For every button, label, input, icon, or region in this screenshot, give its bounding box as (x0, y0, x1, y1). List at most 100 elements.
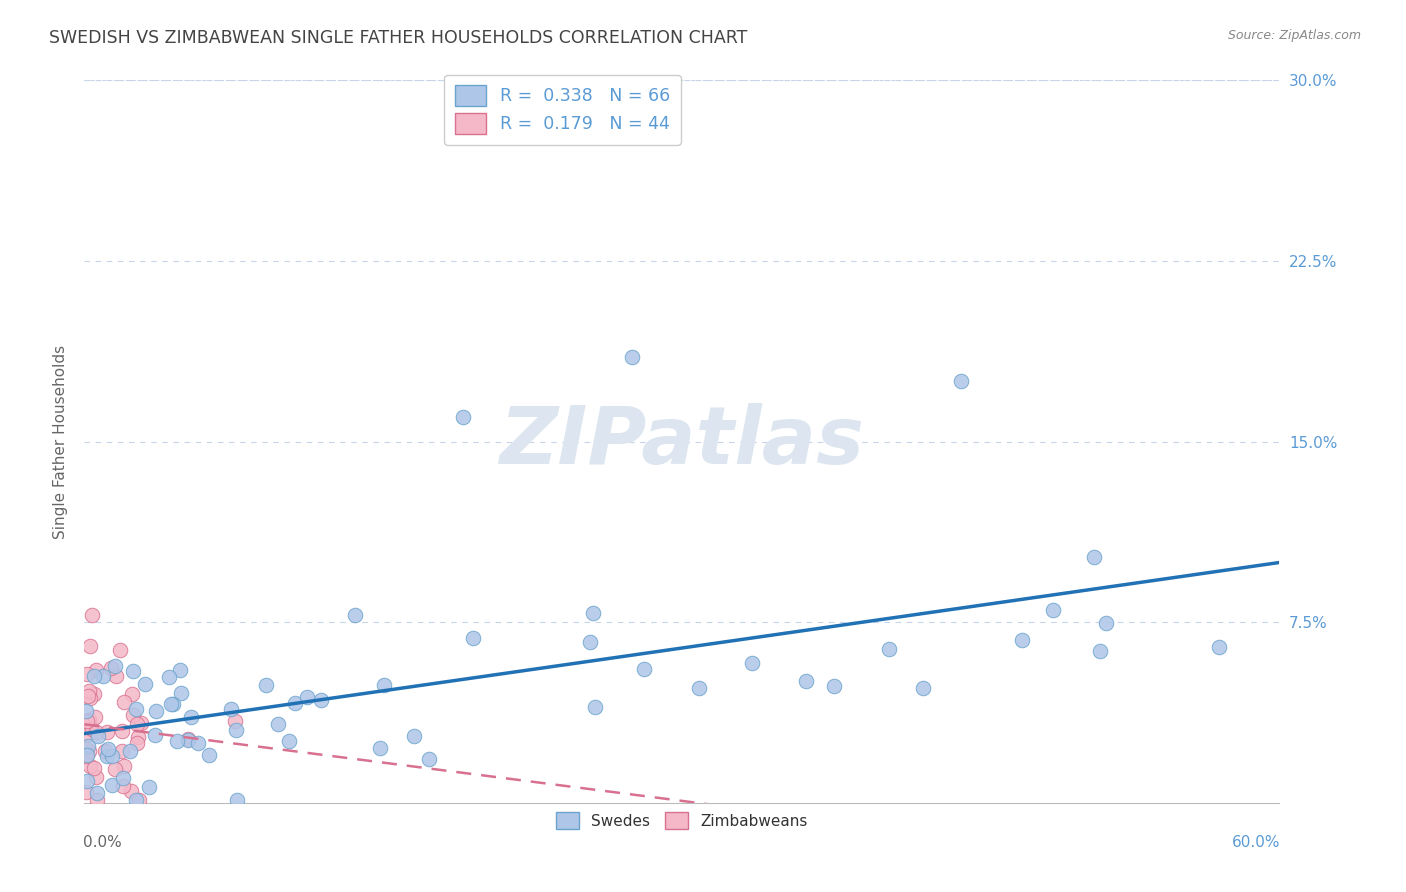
Point (86, 793, 108, 807)
Point (83, 710, 105, 724)
Point (177, 732, 200, 747)
Point (278, 733, 301, 747)
Point (254, 678, 277, 692)
Point (1011, 632, 1033, 647)
Point (93, 744, 115, 758)
Point (582, 606, 605, 620)
Point (75, 745, 97, 759)
Point (297, 690, 319, 705)
Point (309, 693, 332, 707)
Point (125, 701, 148, 715)
Point (1095, 616, 1118, 631)
Point (949, 374, 972, 388)
Point (76, 666, 98, 681)
Point (77, 689, 100, 703)
Text: 60.0%: 60.0% (1232, 835, 1281, 850)
Point (84, 725, 107, 739)
Point (77, 727, 100, 741)
Point (75, 749, 97, 764)
Point (160, 697, 183, 711)
Point (124, 793, 146, 807)
Point (134, 677, 156, 691)
Point (451, 410, 474, 425)
Point (83, 761, 105, 775)
Point (121, 664, 143, 678)
Point (112, 759, 135, 773)
Point (1083, 549, 1105, 564)
Point (104, 658, 127, 673)
Point (97, 742, 120, 756)
Point (104, 762, 127, 776)
Point (143, 728, 166, 742)
Point (138, 780, 160, 794)
Point (224, 714, 246, 729)
Point (75, 704, 97, 718)
Point (741, 656, 763, 670)
Point (111, 780, 134, 794)
Point (110, 744, 132, 758)
Point (101, 778, 124, 792)
Point (225, 723, 247, 738)
Point (159, 670, 181, 684)
Point (402, 729, 425, 743)
Point (169, 663, 191, 677)
Point (108, 643, 131, 657)
Point (76, 773, 98, 788)
Point (101, 749, 124, 764)
Text: SWEDISH VS ZIMBABWEAN SINGLE FATHER HOUSEHOLDS CORRELATION CHART: SWEDISH VS ZIMBABWEAN SINGLE FATHER HOUS… (49, 29, 748, 47)
Point (688, 681, 710, 696)
Point (83, 687, 105, 701)
Point (1042, 602, 1064, 616)
Point (585, 699, 607, 714)
Point (120, 783, 142, 797)
Text: Source: ZipAtlas.com: Source: ZipAtlas.com (1227, 29, 1361, 43)
Point (162, 697, 184, 711)
Point (93, 668, 115, 682)
Point (284, 697, 307, 711)
Point (79, 639, 101, 653)
Point (75, 742, 97, 756)
Point (79, 759, 101, 773)
Point (344, 608, 367, 623)
Legend: Swedes, Zimbabweans: Swedes, Zimbabweans (550, 806, 814, 835)
Point (911, 681, 934, 695)
Point (877, 642, 900, 657)
Point (461, 632, 484, 646)
Point (125, 736, 148, 750)
Point (83, 669, 105, 683)
Point (76, 747, 98, 762)
Point (198, 747, 221, 762)
Point (177, 731, 200, 746)
Point (82, 607, 104, 622)
Point (418, 751, 440, 765)
Point (96, 749, 118, 764)
Point (86, 770, 108, 784)
Y-axis label: Single Father Households: Single Father Households (52, 344, 67, 539)
Point (111, 724, 134, 739)
Text: 0.0%: 0.0% (83, 835, 122, 850)
Point (129, 715, 152, 730)
Point (121, 687, 143, 701)
Point (86, 786, 108, 800)
Point (122, 708, 145, 723)
Point (267, 717, 290, 731)
Point (621, 350, 644, 364)
Point (187, 736, 209, 750)
Point (76, 714, 98, 728)
Point (87, 730, 110, 744)
Point (180, 709, 202, 723)
Point (79, 691, 101, 706)
Point (1208, 640, 1230, 655)
Point (633, 662, 655, 676)
Point (79, 713, 101, 727)
Point (578, 635, 600, 649)
Point (128, 793, 150, 807)
Text: ZIPatlas: ZIPatlas (499, 402, 865, 481)
Point (1090, 643, 1112, 657)
Point (373, 678, 395, 692)
Point (127, 731, 149, 745)
Point (145, 704, 167, 718)
Point (100, 661, 122, 675)
Point (824, 679, 846, 693)
Point (170, 686, 193, 700)
